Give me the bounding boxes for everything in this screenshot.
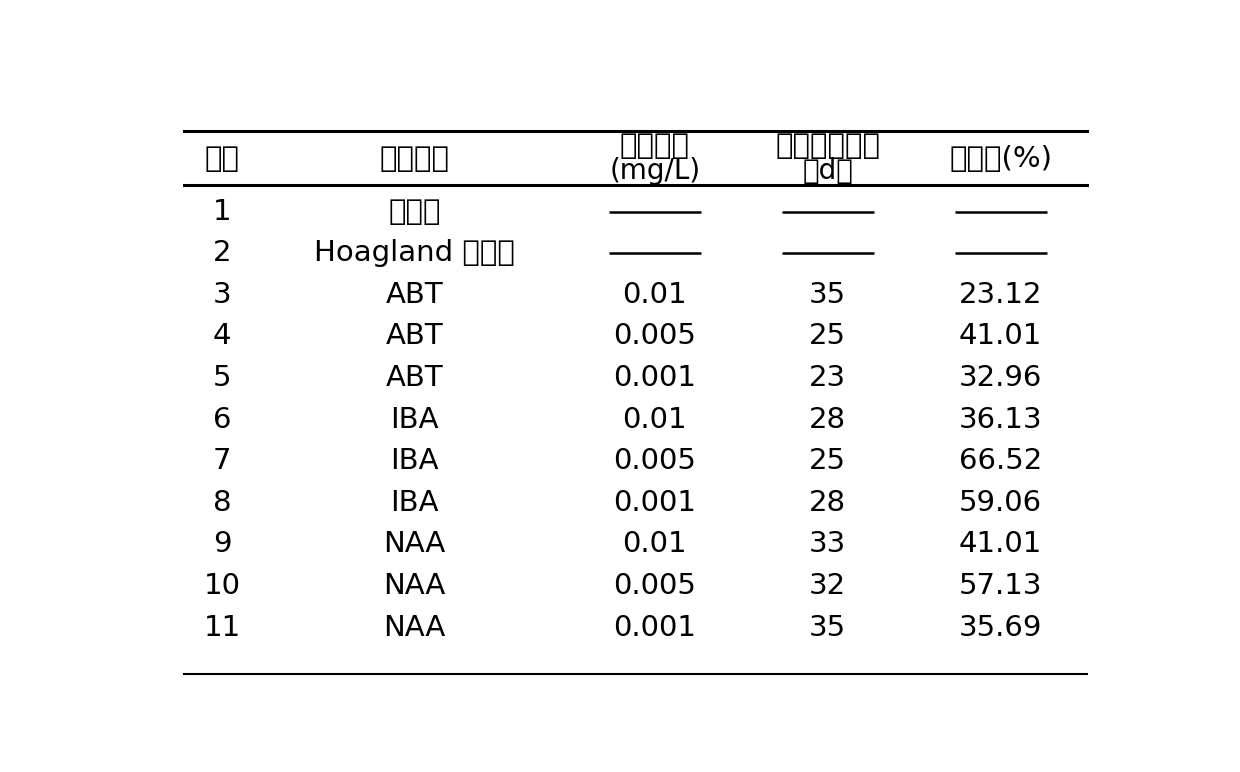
Text: 3: 3 (213, 281, 232, 309)
Text: ABT: ABT (386, 323, 443, 350)
Text: IBA: IBA (391, 489, 439, 516)
Text: 11: 11 (203, 614, 241, 642)
Text: 最早生根天数: 最早生根天数 (775, 132, 880, 160)
Text: 6: 6 (213, 405, 232, 434)
Text: 0.01: 0.01 (622, 530, 687, 558)
Text: 41.01: 41.01 (959, 323, 1043, 350)
Text: 41.01: 41.01 (959, 530, 1043, 558)
Text: 36.13: 36.13 (959, 405, 1043, 434)
Text: 32: 32 (810, 572, 846, 600)
Text: 33: 33 (808, 530, 847, 558)
Text: 7: 7 (213, 447, 232, 476)
Text: 母液种类: 母液种类 (379, 144, 449, 173)
Text: 8: 8 (213, 489, 232, 516)
Text: 59.06: 59.06 (959, 489, 1043, 516)
Text: 23.12: 23.12 (959, 281, 1043, 309)
Text: 生根率(%): 生根率(%) (949, 144, 1053, 173)
Text: 0.005: 0.005 (614, 447, 696, 476)
Text: 28: 28 (810, 489, 846, 516)
Text: ABT: ABT (386, 281, 443, 309)
Text: 0.01: 0.01 (622, 281, 687, 309)
Text: IBA: IBA (391, 447, 439, 476)
Text: 0.001: 0.001 (614, 614, 696, 642)
Text: 自来水: 自来水 (388, 198, 440, 225)
Text: 配制浓度: 配制浓度 (620, 132, 689, 160)
Text: 5: 5 (213, 364, 232, 392)
Text: 0.01: 0.01 (622, 405, 687, 434)
Text: 25: 25 (810, 447, 846, 476)
Text: ABT: ABT (386, 364, 443, 392)
Text: 2: 2 (213, 239, 232, 267)
Text: 0.005: 0.005 (614, 323, 696, 350)
Text: 10: 10 (203, 572, 241, 600)
Text: 1: 1 (213, 198, 232, 225)
Text: IBA: IBA (391, 405, 439, 434)
Text: 35.69: 35.69 (959, 614, 1043, 642)
Text: 0.001: 0.001 (614, 489, 696, 516)
Text: 28: 28 (810, 405, 846, 434)
Text: 66.52: 66.52 (959, 447, 1043, 476)
Text: Hoagland 营养液: Hoagland 营养液 (314, 239, 515, 267)
Text: 0.001: 0.001 (614, 364, 696, 392)
Text: 组别: 组别 (205, 144, 239, 173)
Text: 9: 9 (213, 530, 232, 558)
Text: (mg/L): (mg/L) (609, 157, 701, 185)
Text: 25: 25 (810, 323, 846, 350)
Text: NAA: NAA (383, 530, 445, 558)
Text: 32.96: 32.96 (959, 364, 1043, 392)
Text: 0.005: 0.005 (614, 572, 696, 600)
Text: 35: 35 (810, 614, 846, 642)
Text: NAA: NAA (383, 572, 445, 600)
Text: 4: 4 (213, 323, 232, 350)
Text: NAA: NAA (383, 614, 445, 642)
Text: 57.13: 57.13 (959, 572, 1043, 600)
Text: 23: 23 (810, 364, 846, 392)
Text: 35: 35 (810, 281, 846, 309)
Text: （d）: （d） (802, 157, 853, 185)
